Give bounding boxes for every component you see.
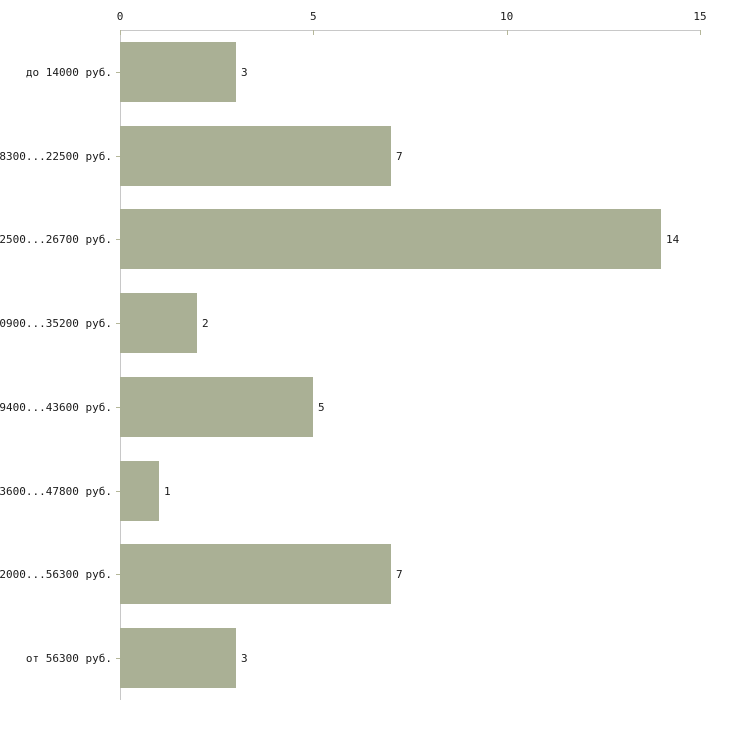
bar-value-label: 5 xyxy=(318,401,325,414)
y-axis-category-label: 52000...56300 руб. xyxy=(0,568,112,581)
y-tick-mark xyxy=(116,407,120,408)
y-axis-category-label: 43600...47800 руб. xyxy=(0,485,112,498)
x-tick-label: 15 xyxy=(693,10,707,23)
y-tick-mark xyxy=(116,156,120,157)
y-axis-category-label: от 56300 руб. xyxy=(25,652,112,665)
x-tick-mark xyxy=(700,30,701,35)
bar[interactable] xyxy=(120,126,391,186)
y-axis-category-label: 18300...22500 руб. xyxy=(0,150,112,163)
bar[interactable] xyxy=(120,461,159,521)
bar-value-label: 2 xyxy=(202,317,209,330)
y-tick-mark xyxy=(116,491,120,492)
x-tick-mark xyxy=(313,30,315,35)
y-axis-category-label: 39400...43600 руб. xyxy=(0,401,112,414)
x-tick-mark xyxy=(120,30,121,35)
bar[interactable] xyxy=(120,293,197,353)
y-tick-mark xyxy=(116,658,120,659)
bar[interactable] xyxy=(120,42,236,102)
y-tick-mark xyxy=(116,72,120,73)
bar[interactable] xyxy=(120,209,661,269)
y-axis-category-label: 22500...26700 руб. xyxy=(0,233,112,246)
y-axis-line xyxy=(120,30,121,700)
x-tick-label: 0 xyxy=(116,10,124,23)
bar-value-label: 1 xyxy=(164,485,171,498)
x-tick-label: 10 xyxy=(500,10,514,23)
bar-value-label: 3 xyxy=(241,66,248,79)
bar-value-label: 14 xyxy=(666,233,680,246)
y-tick-mark xyxy=(116,239,120,240)
bar[interactable] xyxy=(120,628,236,688)
x-tick-mark xyxy=(506,30,508,35)
bar[interactable] xyxy=(120,377,313,437)
y-tick-mark xyxy=(116,323,120,324)
bar-value-label: 3 xyxy=(241,652,248,665)
bar-value-label: 7 xyxy=(396,568,403,581)
x-axis-line xyxy=(120,30,700,31)
bar[interactable] xyxy=(120,544,391,604)
bar-value-label: 7 xyxy=(396,150,403,163)
y-tick-mark xyxy=(116,574,120,575)
y-axis-category-label: 30900...35200 руб. xyxy=(0,317,112,330)
y-axis-category-label: до 14000 руб. xyxy=(25,66,112,79)
x-tick-label: 5 xyxy=(310,10,317,23)
